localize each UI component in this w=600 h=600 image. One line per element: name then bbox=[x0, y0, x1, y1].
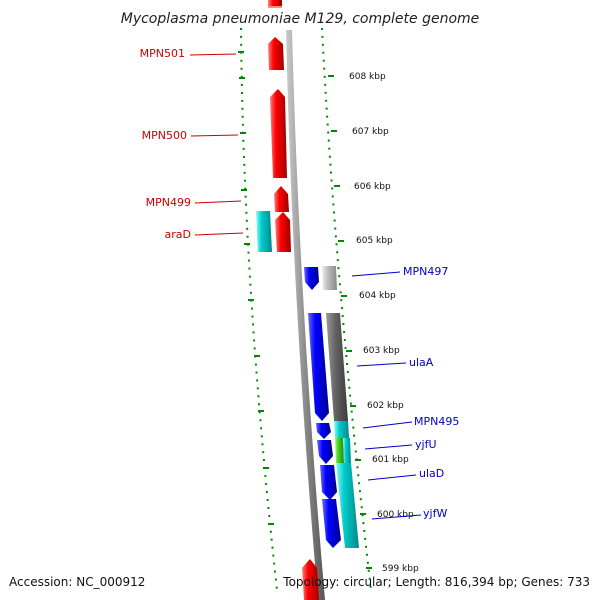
tick-label: 604 kbp bbox=[359, 291, 396, 301]
reverse-strand-genes bbox=[304, 267, 341, 548]
tick-label: 605 kbp bbox=[356, 236, 393, 246]
tick-label: 599 kbp bbox=[382, 564, 419, 574]
gene-MPN497-arrow bbox=[304, 267, 319, 290]
label-MPN499: MPN499 bbox=[146, 196, 191, 209]
label-yjfW: yjfW bbox=[423, 507, 447, 520]
gene-araD-arrow bbox=[275, 212, 291, 252]
gene-bottom-forward-arrow bbox=[302, 559, 319, 600]
label-yjfU: yjfU bbox=[415, 438, 437, 451]
genome-backbone bbox=[286, 30, 325, 600]
cog-bar-MPN497 bbox=[322, 266, 337, 290]
gene-ulaA-arrow bbox=[308, 313, 329, 421]
right-label-lines bbox=[351, 271, 422, 520]
tick-label: 607 kbp bbox=[352, 127, 389, 137]
label-MPN495: MPN495 bbox=[414, 415, 459, 428]
tick-label: 606 kbp bbox=[354, 182, 391, 192]
tick-labels: 608 kbp 607 kbp 606 kbp 605 kbp 604 kbp … bbox=[349, 72, 419, 574]
cog-bar-ulaD-yjfW bbox=[336, 463, 359, 548]
label-MPN500: MPN500 bbox=[142, 129, 187, 142]
gene-ulaD-arrow bbox=[320, 465, 337, 500]
left-label-lines bbox=[189, 53, 244, 236]
label-ulaD: ulaD bbox=[419, 467, 444, 480]
top-partial-gene bbox=[268, 0, 282, 6]
genome-summary-text: Topology: circular; Length: 816,394 bp; … bbox=[282, 575, 590, 589]
gene-yjfU-arrow bbox=[317, 440, 333, 464]
tick-label: 601 kbp bbox=[372, 455, 409, 465]
map-title: Mycoplasma pneumoniae M129, complete gen… bbox=[121, 11, 480, 27]
gene-MPN501-arrow bbox=[268, 37, 284, 70]
cog-bar-yjfU-green bbox=[335, 438, 344, 463]
label-MPN497: MPN497 bbox=[403, 265, 448, 278]
right-tick-marks bbox=[328, 75, 372, 569]
right-gene-labels: MPN497 ulaA MPN495 yjfU ulaD yjfW bbox=[403, 265, 459, 520]
tick-label: 602 kbp bbox=[367, 401, 404, 411]
cog-bar-MPN495 bbox=[334, 421, 349, 438]
cog-bar-ulaA bbox=[326, 313, 348, 421]
tick-label: 603 kbp bbox=[363, 346, 400, 356]
cog-bar-araD bbox=[256, 211, 272, 252]
gene-MPN499-arrow bbox=[274, 186, 289, 212]
gene-MPN500-arrow bbox=[270, 89, 287, 178]
tick-label: 600 kbp bbox=[377, 510, 414, 520]
left-border-marks bbox=[238, 51, 274, 525]
cog-bars-right bbox=[322, 266, 359, 548]
left-gene-labels: MPN501 MPN500 MPN499 araD bbox=[140, 47, 191, 241]
gene-MPN495-arrow bbox=[316, 423, 331, 439]
accession-text: Accession: NC_000912 bbox=[9, 575, 145, 589]
label-araD: araD bbox=[165, 228, 191, 241]
label-MPN501: MPN501 bbox=[140, 47, 185, 60]
forward-strand-genes bbox=[268, 0, 319, 600]
cog-bar-yjfU-cyan bbox=[343, 438, 351, 463]
gene-yjfW-arrow bbox=[322, 499, 341, 548]
tick-label: 608 kbp bbox=[349, 72, 386, 82]
label-ulaA: ulaA bbox=[409, 356, 434, 369]
